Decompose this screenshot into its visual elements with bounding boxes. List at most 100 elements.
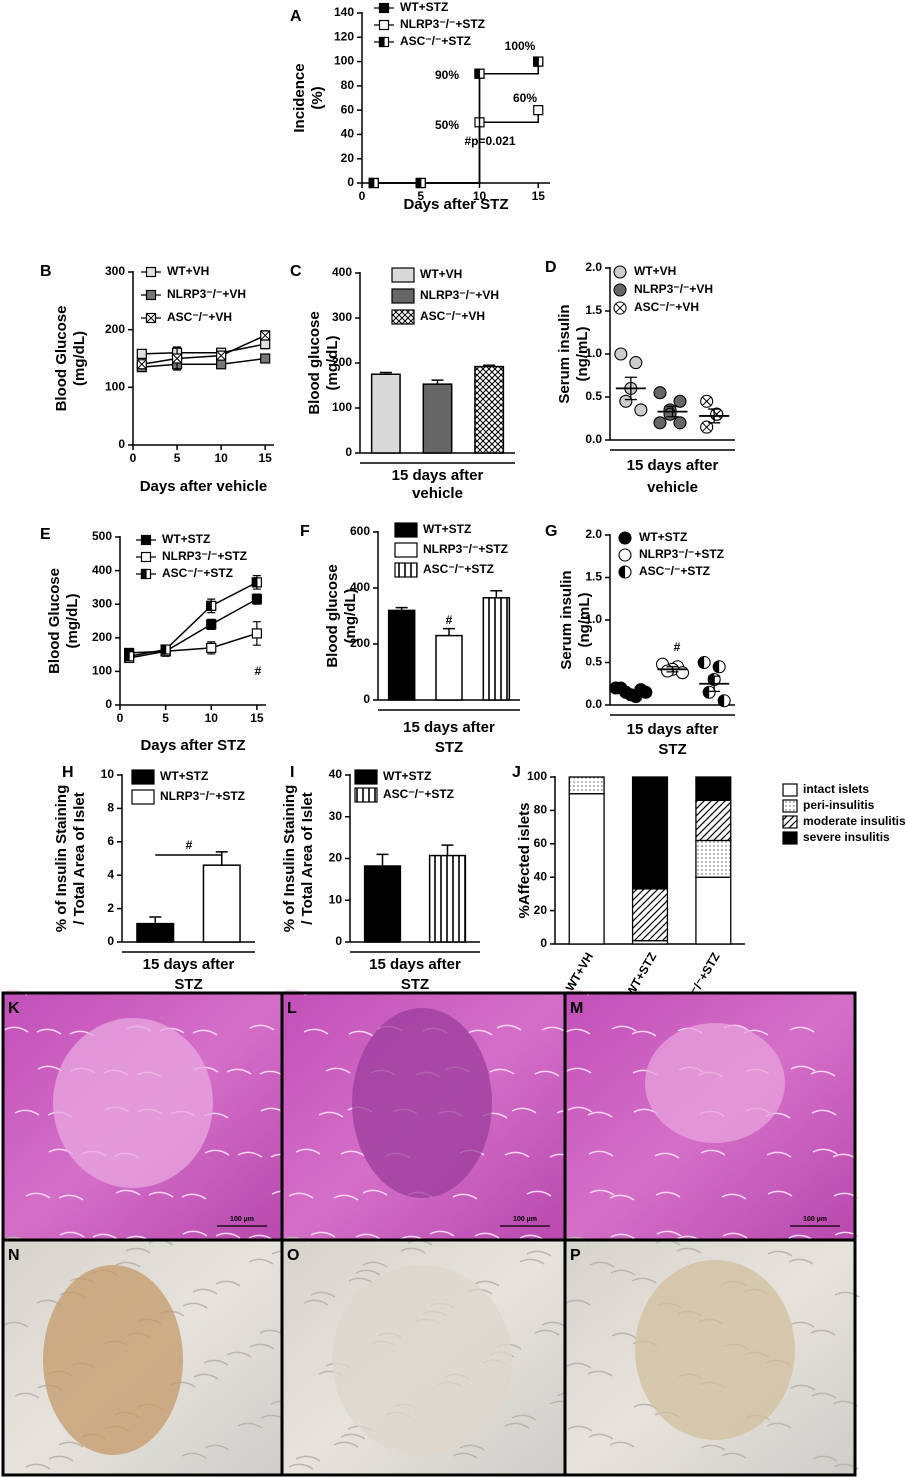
tissue-texture	[3, 1026, 29, 1033]
tissue-texture	[609, 1441, 635, 1448]
y-axis-label: Serum insulin	[556, 304, 573, 403]
marker-half	[160, 644, 167, 655]
tissue-texture	[115, 1189, 141, 1196]
annotation: #	[674, 640, 681, 654]
marker-body	[613, 283, 627, 297]
sem-bar	[624, 376, 637, 401]
tissue-texture	[288, 1192, 314, 1199]
marker	[260, 353, 271, 364]
tissue-texture	[58, 1194, 84, 1201]
marker	[251, 628, 262, 639]
panel-letter: H	[62, 764, 74, 781]
y-axis-label: (mg/dL)	[64, 594, 81, 649]
y-tick-label: 0	[345, 445, 352, 459]
y-tick-label: 400	[350, 580, 370, 594]
step-segment	[479, 61, 539, 75]
marker-half	[713, 660, 720, 673]
legend-swatch	[394, 542, 418, 558]
tissue-texture	[519, 1258, 545, 1265]
y-tick-label: 0	[540, 936, 547, 950]
marker	[136, 359, 147, 370]
sem-bar	[624, 689, 637, 694]
legend-swatch	[394, 522, 418, 538]
tissue-texture	[567, 1425, 593, 1432]
marker-body	[260, 338, 271, 350]
tissue-texture	[526, 1190, 552, 1197]
tissue-texture	[534, 1329, 560, 1336]
marker-body	[618, 531, 632, 545]
scale-label: 100 µm	[803, 1216, 827, 1223]
y-tick-label: 80	[341, 78, 355, 92]
tissue-texture	[181, 1452, 207, 1459]
legend-label: peri-insulitis	[803, 798, 875, 812]
annotation: 90%	[435, 68, 459, 82]
tissue-texture	[767, 1250, 793, 1257]
marker-half	[140, 568, 147, 580]
annotation: #p=0.021	[464, 134, 515, 148]
tissue-texture	[318, 1111, 344, 1118]
x-axis-label: 15 days after	[627, 721, 719, 738]
tissue-texture	[226, 1351, 252, 1358]
marker	[533, 105, 544, 116]
legend-label: moderate insulitis	[803, 814, 905, 828]
series-line	[129, 598, 258, 654]
legend-label: NLRP3⁻/⁻+STZ	[400, 17, 485, 31]
y-tick-label: 0.5	[585, 389, 602, 403]
tissue-texture	[362, 1189, 388, 1196]
tissue-texture	[790, 1384, 816, 1391]
tissue-texture	[610, 1233, 636, 1240]
tissue-texture	[362, 1261, 388, 1268]
y-tick-label: 200	[350, 636, 370, 650]
tissue-texture	[115, 1261, 141, 1268]
marker-cross	[146, 313, 156, 323]
tissue-texture	[812, 1148, 838, 1155]
tissue-texture	[181, 1193, 207, 1200]
x-axis-label: STZ	[401, 976, 429, 993]
y-tick-label: 0.0	[585, 432, 602, 446]
tissue-texture	[489, 1068, 515, 1075]
y-axis-label: Blood glucose	[306, 311, 323, 414]
bar	[474, 365, 505, 454]
sem-bar	[666, 666, 679, 673]
marker-half	[378, 36, 385, 48]
x-axis-label: 15 days after	[392, 467, 484, 484]
marker	[673, 416, 687, 430]
tissue-texture	[700, 1444, 726, 1451]
y-tick-label: 0	[363, 692, 370, 706]
marker	[660, 664, 675, 678]
y-tick-label: 600	[350, 524, 370, 538]
tissue-texture	[566, 1067, 592, 1074]
marker	[415, 177, 426, 189]
y-axis-label: (mg/dL)	[324, 336, 341, 391]
y-tick-label: 0.0	[585, 697, 602, 711]
marker-body	[206, 619, 217, 630]
y-tick-label: 400	[332, 265, 352, 279]
x-tick-label: 0	[359, 189, 366, 203]
tissue-texture	[810, 1070, 836, 1077]
y-tick-label: 20	[534, 903, 548, 917]
tissue-texture	[474, 1232, 500, 1239]
x-tick-label: 15	[532, 189, 546, 203]
sem-bar	[666, 405, 679, 418]
y-axis-label: Blood Glucose	[46, 568, 63, 674]
tissue-texture	[511, 1414, 537, 1421]
tissue-texture	[504, 1422, 530, 1429]
marker	[710, 407, 724, 421]
tissue-texture	[631, 1277, 657, 1284]
tissue-texture	[340, 1150, 366, 1157]
tissue-texture	[834, 1231, 860, 1238]
marker	[136, 348, 147, 359]
y-tick-label: 4	[107, 867, 114, 881]
marker	[673, 394, 687, 408]
legend-label: NLRP3⁻/⁻+VH	[167, 287, 246, 301]
panel-letter: A	[290, 8, 302, 25]
y-tick-label: 10	[101, 767, 115, 781]
bar	[482, 597, 511, 701]
tissue-texture	[310, 1231, 336, 1238]
marker-body	[145, 289, 157, 301]
x-tick-label: 10	[473, 189, 487, 203]
y-tick-label: 400	[92, 563, 112, 577]
error-bar	[379, 371, 392, 375]
legend-label: ASC⁻/⁻+STZ	[162, 566, 233, 580]
legend-label: WT+STZ	[383, 769, 431, 783]
